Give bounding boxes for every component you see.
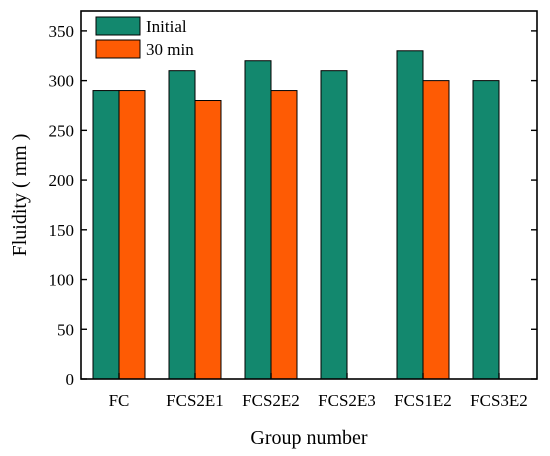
y-axis: 0 50 100 150 200 250 300 350	[49, 22, 537, 389]
bar-initial-fc	[92, 90, 120, 380]
bar-30min-fcs2e2	[270, 90, 298, 380]
y-tick-label: 150	[49, 221, 75, 240]
legend-swatch	[95, 39, 141, 59]
y-tick-label: 0	[66, 370, 75, 389]
x-tick-label: FCS2E2	[242, 391, 300, 410]
bar-initial-fcs1e2	[396, 50, 424, 380]
bar-30min-fcs1e2	[422, 80, 450, 380]
legend-swatch	[95, 16, 141, 36]
bar-initial-fcs2e1	[168, 70, 196, 380]
plot-frame	[80, 10, 538, 380]
y-tick-label: 350	[49, 22, 75, 41]
x-tick-label: FCS3E2	[470, 391, 528, 410]
x-axis-title: Group number	[250, 427, 368, 449]
bar-30min-fc	[118, 90, 146, 380]
legend: Initial 30 min	[95, 16, 194, 59]
bar-initial-fcs3e2	[472, 80, 500, 380]
bars-layer	[92, 50, 500, 380]
x-tick-label: FCS1E2	[394, 391, 452, 410]
y-tick-label: 50	[57, 320, 74, 339]
y-axis-title: Fluidity ( mm )	[9, 134, 31, 257]
x-tick-label: FCS2E1	[166, 391, 224, 410]
bar-30min-fcs2e1	[194, 100, 222, 380]
bar-initial-fcs2e2	[244, 60, 272, 380]
legend-label: 30 min	[146, 40, 194, 59]
x-tick-label: FC	[109, 391, 130, 410]
x-tick-label: FCS2E3	[318, 391, 376, 410]
bar-initial-fcs2e3	[320, 70, 348, 380]
y-tick-label: 200	[49, 171, 75, 190]
y-tick-label: 100	[49, 271, 75, 290]
x-axis: FC FCS2E1 FCS2E2 FCS2E3 FCS1E2 FCS3E2	[109, 373, 528, 410]
legend-label: Initial	[146, 17, 187, 36]
y-tick-label: 250	[49, 121, 75, 140]
y-tick-label: 300	[49, 72, 75, 91]
